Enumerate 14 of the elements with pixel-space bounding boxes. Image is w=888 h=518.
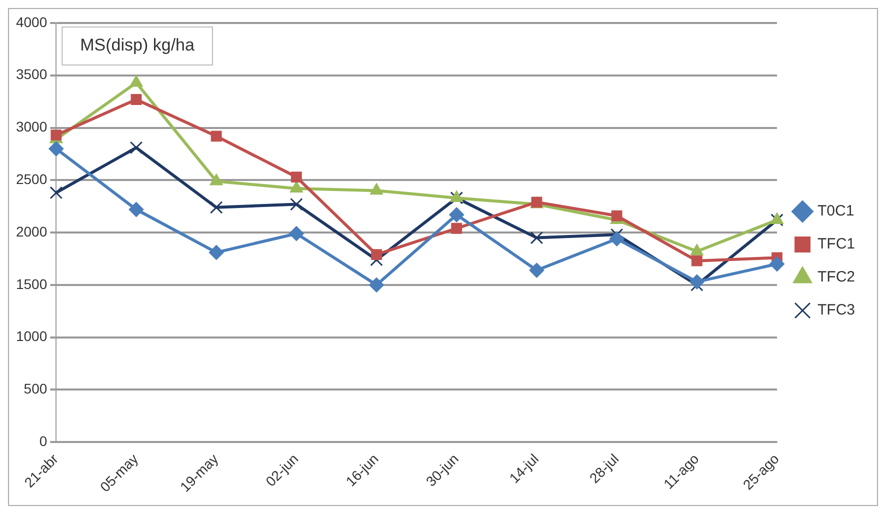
- legend-label: TFC3: [818, 302, 855, 319]
- y-tick-label: 1500: [16, 276, 48, 292]
- y-tick-label: 3500: [16, 66, 48, 82]
- legend-label: TFC2: [818, 268, 855, 286]
- legend-label: TFC1: [818, 236, 855, 253]
- text: MS(disp) kg/ha: [80, 36, 196, 55]
- legend-label: T0C1: [818, 202, 854, 220]
- y-tick-label: 0: [39, 432, 48, 449]
- y-tick-label: 500: [24, 380, 48, 397]
- y-tick-label: 2500: [16, 171, 48, 188]
- y-tick-label: 4000: [16, 14, 48, 30]
- y-tick-label: 3000: [16, 118, 48, 135]
- y-tick-label: 2000: [16, 223, 48, 240]
- y-tick-label: 1000: [16, 328, 48, 344]
